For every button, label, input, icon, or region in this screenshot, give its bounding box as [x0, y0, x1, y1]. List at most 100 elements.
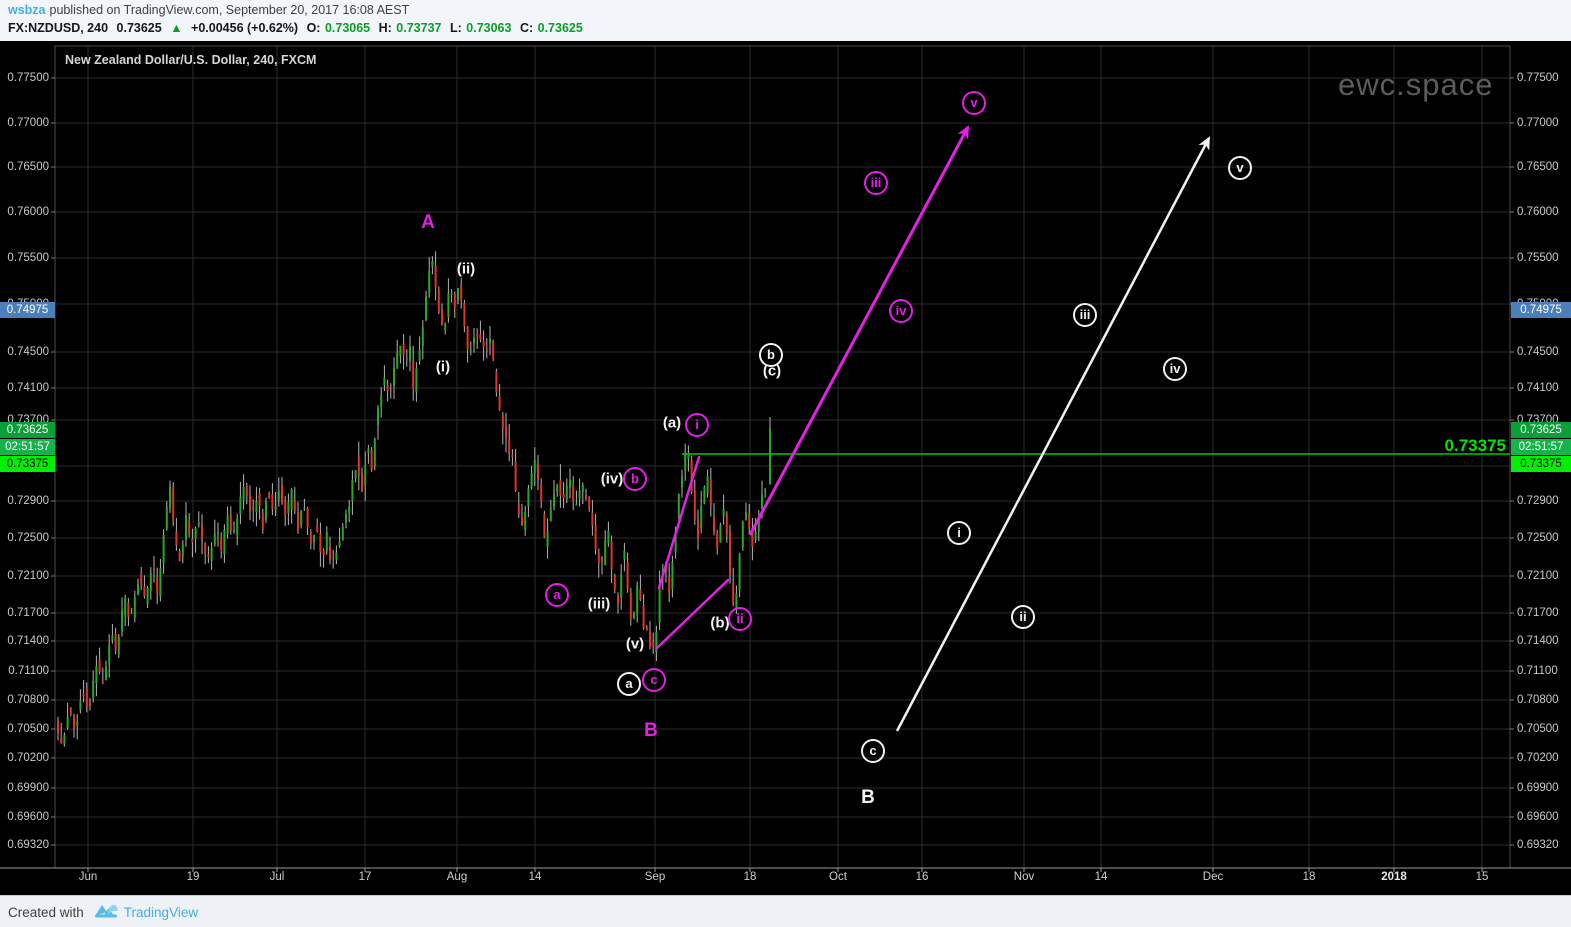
tradingview-brand-link[interactable]: TradingView	[123, 904, 199, 920]
author-link[interactable]: wsbza	[8, 3, 46, 17]
price-tick[interactable]: 0.72100	[7, 570, 49, 582]
white-projection-arrow[interactable]	[895, 136, 1211, 732]
time-tick[interactable]: 15	[1475, 871, 1489, 883]
price-tick[interactable]: 0.74500	[7, 346, 49, 358]
time-tick[interactable]: Jun	[78, 871, 98, 883]
wave-circle-iv: iv	[889, 299, 913, 323]
high-label: H:	[378, 21, 392, 35]
price-tick[interactable]: 0.71100	[1517, 665, 1558, 677]
price-tick[interactable]: 0.77500	[1517, 72, 1559, 84]
tradingview-logo-icon[interactable]	[94, 902, 118, 922]
wave-label-i: (i)	[435, 358, 451, 376]
low-value: 0.73063	[466, 21, 512, 35]
last-price-label: 0.73625	[0, 422, 55, 438]
price-tick[interactable]: 0.69600	[7, 811, 49, 823]
price-tick[interactable]: 0.71100	[8, 665, 49, 677]
price-tick[interactable]: 0.70500	[7, 723, 49, 735]
wave-circle-i: i	[685, 413, 709, 437]
price-tick[interactable]: 0.74100	[7, 382, 49, 394]
wave-circle-iii: iii	[1073, 303, 1097, 327]
price-change: +0.00456 (+0.62%)	[191, 21, 299, 35]
price-tick[interactable]: 0.70800	[7, 694, 49, 706]
price-tick[interactable]: 0.69320	[1517, 839, 1559, 851]
open-label: O:	[306, 21, 321, 35]
wave-label-iii: (iii)	[587, 595, 611, 613]
time-tick[interactable]: Jul	[269, 871, 285, 883]
price-tick[interactable]: 0.69320	[7, 839, 49, 851]
publish-info: wsbza published on TradingView.com, Septe…	[8, 3, 409, 17]
price-tick[interactable]: 0.71700	[7, 607, 49, 619]
wave-circle-b: b	[623, 467, 647, 491]
time-tick[interactable]: 18	[743, 871, 757, 883]
wave-circle-i: i	[947, 521, 971, 545]
trendline-1[interactable]	[657, 455, 701, 590]
price-tick[interactable]: 0.69900	[7, 782, 49, 794]
time-tick[interactable]: Dec	[1202, 871, 1224, 883]
candlestick-series	[57, 251, 771, 747]
symbol-label[interactable]: FX:NZDUSD, 240	[8, 21, 109, 35]
grid-lines	[55, 46, 1510, 868]
wave-circle-ii: ii	[1011, 605, 1035, 629]
price-tick[interactable]: 0.76500	[1517, 161, 1559, 173]
price-tick[interactable]: 0.76000	[1517, 206, 1559, 218]
wave-label-a: (a)	[662, 414, 682, 432]
trendline-2[interactable]	[655, 578, 730, 650]
time-tick[interactable]: Aug	[446, 871, 468, 883]
price-tick[interactable]: 0.70500	[1517, 723, 1559, 735]
price-tick[interactable]: 0.71700	[1517, 607, 1559, 619]
countdown-label: 02:51:57	[0, 439, 55, 455]
wave-label-B: B	[644, 720, 658, 741]
price-tick[interactable]: 0.77000	[1517, 117, 1559, 129]
time-tick[interactable]: 16	[915, 871, 929, 883]
price-tick[interactable]: 0.70200	[1517, 752, 1559, 764]
wave-label-A: A	[421, 212, 435, 233]
wave-circle-c: c	[642, 668, 666, 692]
time-tick[interactable]: Oct	[829, 871, 847, 883]
price-tick[interactable]: 0.72900	[7, 495, 49, 507]
time-tick[interactable]: 19	[186, 871, 200, 883]
wave-circle-ii: ii	[728, 607, 752, 631]
header-bar: wsbza published on TradingView.com, Septe…	[0, 0, 1571, 41]
time-tick[interactable]: Nov	[1013, 871, 1035, 883]
time-tick[interactable]: 17	[358, 871, 372, 883]
alert-price-label: 0.73375	[0, 456, 55, 472]
prev-close-label: 0.74975	[0, 302, 55, 318]
price-tick[interactable]: 0.75500	[7, 252, 49, 264]
price-tick[interactable]: 0.72500	[1517, 532, 1559, 544]
high-value: 0.73737	[396, 21, 442, 35]
wave-circle-a: a	[617, 672, 641, 696]
time-tick[interactable]: 18	[1302, 871, 1316, 883]
wave-label-B: B	[861, 787, 875, 808]
price-tick[interactable]: 0.74500	[1517, 346, 1559, 358]
time-tick[interactable]: 2018	[1381, 871, 1407, 883]
time-tick[interactable]: 14	[528, 871, 542, 883]
wave-circle-b: b	[759, 343, 783, 367]
price-tick[interactable]: 0.77000	[7, 117, 49, 129]
price-tick[interactable]: 0.69600	[1517, 811, 1559, 823]
wave-label-v: (v)	[625, 635, 645, 653]
price-tick[interactable]: 0.76500	[7, 161, 49, 173]
price-tick[interactable]: 0.70200	[7, 752, 49, 764]
wave-circle-v: v	[962, 91, 986, 115]
price-tick[interactable]: 0.70800	[1517, 694, 1559, 706]
price-tick[interactable]: 0.72900	[1517, 495, 1559, 507]
wave-circle-a: a	[545, 583, 569, 607]
price-tick[interactable]: 0.77500	[7, 72, 49, 84]
price-tick[interactable]: 0.71400	[7, 635, 49, 647]
watermark: ewc.space	[1338, 67, 1494, 102]
magenta-projection-arrow[interactable]	[748, 125, 970, 536]
price-tick[interactable]: 0.72100	[1517, 570, 1559, 582]
open-value: 0.73065	[324, 21, 371, 35]
price-tick[interactable]: 0.72500	[7, 532, 49, 544]
price-tick[interactable]: 0.75500	[1517, 252, 1559, 264]
price-tick[interactable]: 0.74100	[1517, 382, 1559, 394]
footer-bar: Created with TradingView	[0, 895, 1571, 927]
wave-label-b: (b)	[710, 614, 730, 632]
price-tick[interactable]: 0.76000	[7, 206, 49, 218]
price-tick[interactable]: 0.71400	[1517, 635, 1559, 647]
time-tick[interactable]: 14	[1094, 871, 1108, 883]
price-tick[interactable]: 0.69900	[1517, 782, 1559, 794]
time-tick[interactable]: Sep	[644, 871, 666, 883]
